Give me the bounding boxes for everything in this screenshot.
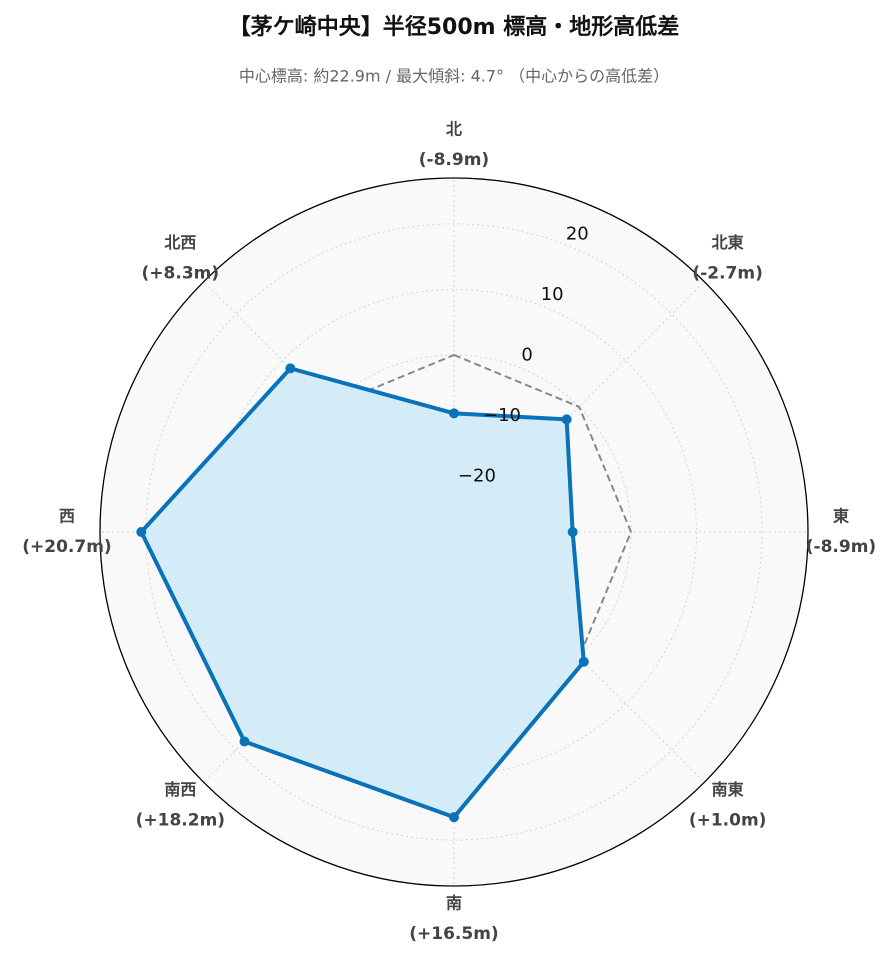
category-label: 南: [446, 894, 462, 913]
r-tick-label: −20: [458, 466, 496, 487]
chart-subtitle: 中心標高: 約22.9m / 最大傾斜: 4.7° （中心からの高低差）: [239, 67, 669, 86]
category-label: 北西: [164, 233, 196, 252]
plot-border: [99, 177, 809, 887]
category-label: 南西: [164, 780, 196, 799]
data-point: [136, 527, 147, 537]
value-label: (+1.0m): [689, 811, 767, 831]
r-tick-label: −10: [483, 405, 521, 426]
data-point: [239, 736, 250, 747]
data-point: [567, 527, 578, 537]
chart-title: 【茅ケ崎中央】半径500m 標高・地形高低差: [229, 14, 680, 40]
category-label: 南東: [712, 780, 744, 799]
data-point: [578, 656, 589, 667]
r-tick-label: 10: [541, 284, 564, 305]
grid-circle: [145, 223, 763, 841]
data-point: [285, 363, 296, 374]
value-label: (-2.7m): [692, 263, 762, 283]
value-label: (-8.9m): [806, 537, 876, 557]
category-label: 北: [446, 120, 462, 139]
r-tick-label: 20: [566, 223, 589, 244]
data-point: [449, 408, 459, 419]
category-label: 東: [833, 507, 849, 526]
value-label: (+16.5m): [409, 924, 498, 944]
data-point: [449, 812, 459, 823]
value-label: (+8.3m): [142, 263, 220, 283]
r-tick-label: 0: [521, 345, 532, 366]
value-label: (+18.2m): [136, 811, 225, 831]
data-point: [561, 414, 572, 425]
value-label: (+20.7m): [22, 537, 111, 557]
category-label: 西: [59, 507, 75, 526]
category-label: 北東: [712, 233, 744, 252]
value-label: (-8.9m): [419, 150, 489, 170]
